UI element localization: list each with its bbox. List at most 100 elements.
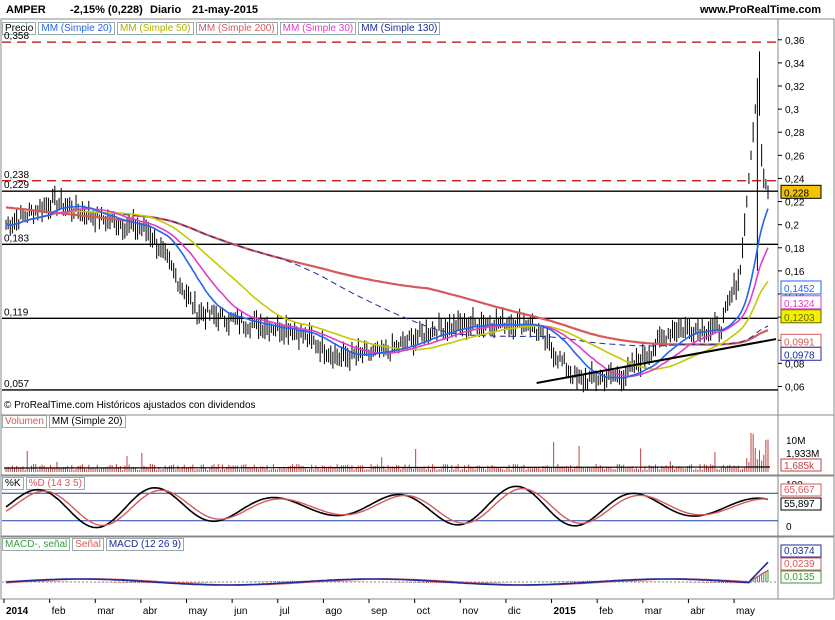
x-tick-label: ago	[325, 606, 342, 617]
stoch-k-line	[5, 485, 769, 529]
volume-panel-frame	[0, 414, 835, 476]
x-tick-label: may	[736, 606, 755, 617]
x-tick-label: mar	[97, 606, 115, 617]
stoch-legend: %K %D (14 3 5)	[2, 477, 87, 490]
legend-mm20[interactable]: MM (Simple 20)	[38, 22, 115, 35]
y-tick-label: 0,32	[785, 82, 805, 93]
value-tag	[780, 309, 822, 324]
y-tick-label: 0,28	[785, 128, 805, 139]
stoch-tag	[780, 497, 822, 511]
y-tick-label: 0,18	[785, 244, 805, 255]
y-tick-label: 0,26	[785, 151, 805, 162]
stoch-tag	[780, 483, 822, 497]
y-tick-label: 0,06	[785, 382, 805, 393]
value-tag-text: 0,0978	[784, 350, 815, 361]
macd-tag-text: 0,0135	[784, 572, 815, 583]
symbol: AMPER	[6, 4, 46, 16]
x-tick-label: jun	[233, 606, 247, 617]
level-label: 0,358	[4, 31, 29, 42]
stoch-tag-text: 65,667	[784, 485, 815, 496]
macd-tag	[780, 570, 822, 584]
macd-legend: MACD-, señal Señal MACD (12 26 9)	[2, 538, 186, 551]
volume-ma-line	[3, 466, 771, 469]
level-label: 0,183	[4, 233, 29, 244]
value-tag-text: 0,1324	[784, 299, 815, 310]
x-tick-label: sep	[371, 606, 388, 617]
x-tick-label: 2014	[6, 606, 29, 617]
x-tick-label: may	[189, 606, 208, 617]
value-tag-text: 0,0991	[784, 337, 815, 348]
macd-tag-text: 0,0374	[784, 546, 815, 557]
macd-tag	[780, 544, 822, 558]
y-tick-label: 0,16	[785, 267, 805, 278]
level-label: 0,238	[4, 170, 29, 181]
site-url[interactable]: www.ProRealTime.com	[700, 4, 822, 16]
legend-d[interactable]: %D (14 3 5)	[25, 477, 85, 490]
stoch-d-line	[5, 487, 769, 526]
y-tick-label: 0,3	[785, 105, 799, 116]
x-tick-label: feb	[52, 606, 66, 617]
macd-tag-text: 0,0239	[784, 559, 815, 570]
trend-line	[536, 338, 777, 384]
volume-tick-label: 10M	[786, 436, 805, 447]
ma20-line	[5, 205, 769, 379]
x-tick-label: jul	[279, 606, 290, 617]
price-legend: Precio MM (Simple 20) MM (Simple 50) MM (Si…	[2, 22, 442, 35]
value-tag-text: 0,1203	[784, 313, 815, 324]
value-tag	[780, 295, 822, 310]
level-label: 0,119	[4, 307, 29, 318]
ma30-line	[5, 207, 769, 378]
value-tag	[780, 184, 822, 199]
legend-mm200[interactable]: MM (Simple 200)	[195, 22, 278, 35]
legend-macd[interactable]: MACD (12 26 9)	[105, 538, 185, 551]
y-tick-label: 0,34	[785, 59, 805, 70]
price-bars	[5, 51, 769, 393]
ma130-line	[5, 211, 769, 347]
volume-bars	[5, 432, 769, 472]
level-label: 0,229	[4, 180, 29, 191]
legend-k[interactable]: %K	[2, 477, 24, 490]
macd-line	[5, 561, 769, 586]
stoch-tag-text: 55,897	[784, 499, 815, 510]
value-tag	[780, 346, 822, 361]
volume-tag	[780, 458, 822, 472]
period: Diario	[150, 4, 182, 16]
x-tick-label: feb	[599, 606, 613, 617]
macd-panel-frame	[0, 536, 835, 600]
value-tag	[780, 280, 822, 295]
ma200-line	[5, 206, 769, 346]
x-tick-label: 2015	[554, 606, 577, 617]
level-label: 0,057	[4, 379, 29, 390]
price-footer: © ProRealTime.com Históricos ajustados c…	[4, 400, 256, 411]
legend-signal[interactable]: Señal	[72, 538, 104, 551]
y-tick-label: 0,36	[785, 36, 805, 47]
date: 21-may-2015	[192, 4, 259, 16]
x-tick-label: nov	[462, 606, 478, 617]
y-tick-label: 0,24	[785, 174, 805, 185]
macd-tag	[780, 557, 822, 571]
x-tick-label: oct	[417, 606, 431, 617]
x-tick-label: abr	[690, 606, 705, 617]
y-tick-label: 0,2	[785, 221, 799, 232]
stoch-panel-frame	[0, 475, 835, 537]
stoch-tick-label: 0	[786, 522, 792, 533]
value-tag-text: 0,1452	[784, 284, 815, 295]
x-tick-label: abr	[143, 606, 158, 617]
y-tick-label: 0,22	[785, 198, 805, 209]
y-tick-label: 0,08	[785, 359, 805, 370]
legend-mm30[interactable]: MM (Simple 30)	[279, 22, 357, 35]
legend-mm50[interactable]: MM (Simple 50)	[116, 22, 194, 35]
x-tick-label: mar	[645, 606, 663, 617]
macd-histogram	[5, 569, 769, 584]
change: -2,15% (0,228)	[70, 4, 143, 16]
legend-macd-hist[interactable]: MACD-, señal	[2, 538, 71, 551]
legend-mm130[interactable]: MM (Simple 130)	[358, 22, 441, 35]
volume-tick-label: 1,933M	[786, 449, 819, 460]
chart-header: AMPER -2,15% (0,228) Diario 21-may-2015 …	[0, 0, 835, 20]
x-tick-label: dic	[508, 606, 521, 617]
volume-tag-text: 1,685k	[784, 461, 815, 472]
value-tag-text: 0,228	[784, 188, 809, 199]
ma50-line	[5, 210, 769, 371]
legend-price[interactable]: Precio	[2, 22, 37, 35]
